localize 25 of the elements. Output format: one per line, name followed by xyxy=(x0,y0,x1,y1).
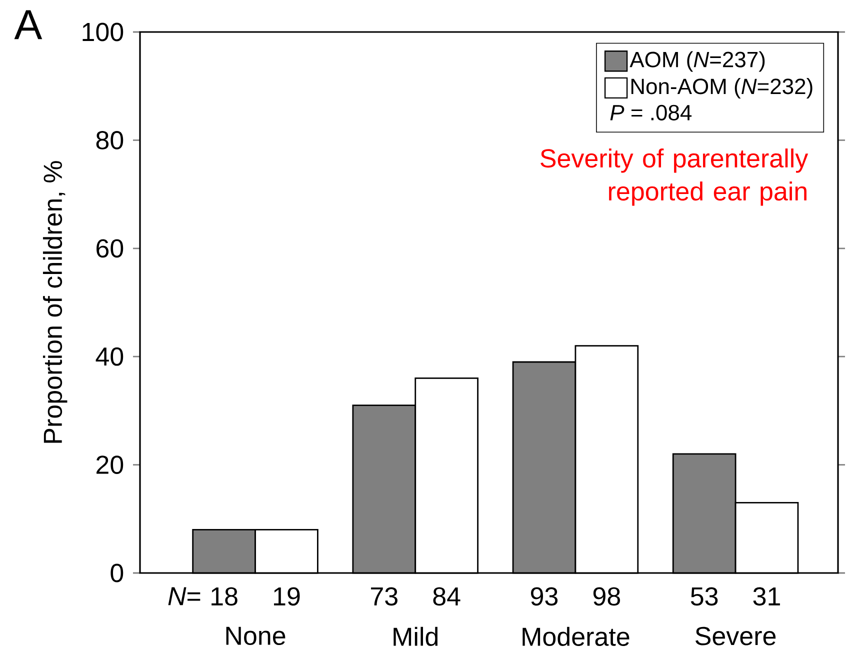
text: 31 xyxy=(753,587,780,606)
legend-label: Non-AOM (N=232) xyxy=(631,78,812,99)
text: N= xyxy=(168,587,200,606)
text: 98 xyxy=(593,587,620,606)
y-tick-label: 0 xyxy=(110,564,124,582)
y-tick-label: 40 xyxy=(96,347,124,366)
x-tick-label: Mild xyxy=(394,626,438,646)
x-tick-label: None xyxy=(226,626,286,646)
x-tick-label: Moderate xyxy=(522,626,630,646)
y-tick-label: 20 xyxy=(96,456,124,474)
annotation: P = .084 xyxy=(610,104,692,120)
y-tick-label: 60 xyxy=(96,239,124,258)
y-tick-label: 100 xyxy=(82,22,124,42)
text: 19 xyxy=(274,587,300,606)
x-tick-label: Severe xyxy=(696,626,776,646)
text: 84 xyxy=(433,587,460,606)
legend-label: AOM (N=237) xyxy=(630,51,765,72)
text: Severity of parenterally reported ear pain xyxy=(540,148,808,206)
y-tick-label: 80 xyxy=(96,130,124,150)
text: 18 xyxy=(212,587,238,606)
text: 53 xyxy=(690,587,718,606)
text: A xyxy=(14,10,42,40)
text: 73 xyxy=(371,587,398,606)
text: 93 xyxy=(530,587,558,606)
y-axis-title: Proportion of children, % xyxy=(42,161,68,443)
